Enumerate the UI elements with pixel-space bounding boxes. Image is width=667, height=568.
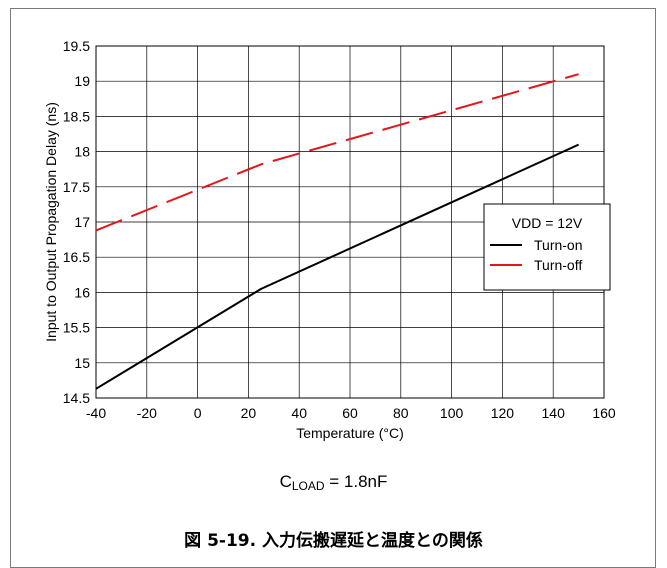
y-tick-label: 18.5 (63, 108, 90, 124)
legend-entries: Turn-on Turn-off (490, 237, 583, 273)
y-tick-label: 17 (74, 214, 90, 230)
x-tick-label: 140 (542, 405, 566, 421)
x-tick-label: 60 (342, 405, 358, 421)
x-tick-label: 160 (592, 405, 616, 421)
x-tick-label: -20 (137, 405, 157, 421)
y-tick-label: 19 (74, 73, 90, 89)
chart: -40 -20 0 20 40 60 80 100 120 140 160 14.5 15 15.5 16 1… (43, 38, 616, 441)
y-tick-label: 16.5 (63, 249, 90, 265)
legend-title: VDD = 12V (512, 215, 583, 231)
x-tick-label: 20 (241, 405, 257, 421)
load-condition-prefix: C (279, 472, 292, 491)
y-tick-label: 19.5 (63, 38, 90, 54)
x-tick-label: -40 (86, 405, 106, 421)
load-condition-subscript: LOAD (291, 479, 325, 493)
x-axis-label: Temperature (°C) (296, 425, 404, 441)
series-layer (95, 73, 580, 390)
legend-label-turn-on: Turn-on (534, 237, 583, 253)
series-line-turn-off (95, 73, 579, 232)
legend-box (483, 203, 611, 291)
x-tick-label: 120 (491, 405, 515, 421)
load-condition-value: = 1.8nF (324, 472, 388, 491)
y-axis-label: Input to Output Propagation Delay (ns) (43, 102, 59, 342)
y-tick-label: 17.5 (63, 179, 90, 195)
load-condition: CLOAD = 1.8nF (0, 472, 667, 493)
legend-label-turn-off: Turn-off (534, 257, 582, 273)
y-tick-label: 15.5 (63, 320, 90, 336)
x-tick-label: 0 (194, 405, 202, 421)
y-tick-label: 15 (74, 355, 90, 371)
x-tick-label: 80 (393, 405, 409, 421)
series-line-turn-on (95, 143, 580, 390)
y-tick-label: 16 (74, 284, 90, 300)
figure-caption: 図 5-19. 入力伝搬遅延と温度との関係 (184, 531, 483, 551)
x-tick-label: 40 (291, 405, 307, 421)
y-tick-label: 18 (74, 144, 90, 160)
tick-labels: -40 -20 0 20 40 60 80 100 120 140 160 14.5 15 15.5 16 1… (63, 38, 616, 421)
legend: VDD = 12V Turn-on Turn-off (483, 203, 611, 291)
x-tick-label: 100 (440, 405, 464, 421)
y-tick-label: 14.5 (63, 390, 90, 406)
